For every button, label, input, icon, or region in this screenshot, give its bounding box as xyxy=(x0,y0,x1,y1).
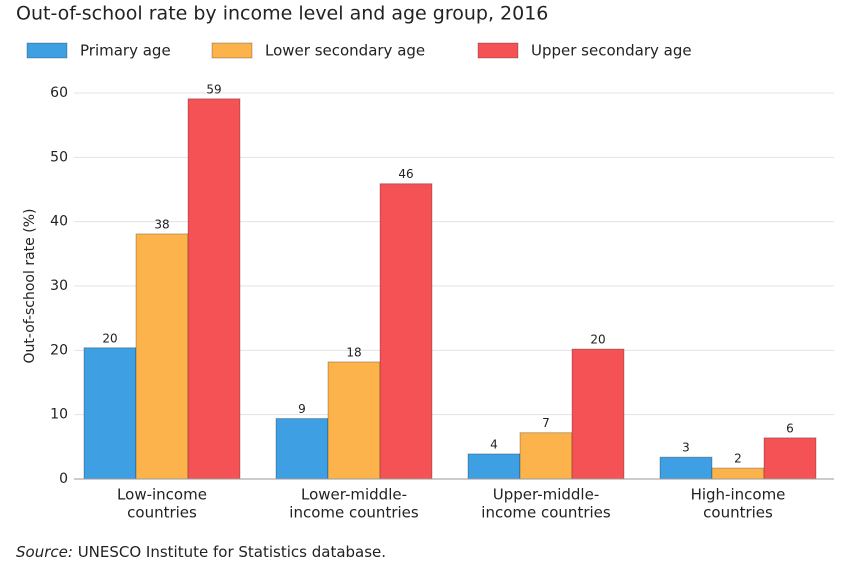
bar xyxy=(187,98,241,480)
bar xyxy=(135,233,189,480)
y-tick-label: 30 xyxy=(50,278,68,294)
legend-swatch xyxy=(26,42,68,59)
source: Source: UNESCO Institute for Statistics … xyxy=(16,543,386,561)
x-tick-label: countries xyxy=(127,504,197,522)
value-label: 9 xyxy=(298,402,306,416)
value-label: 4 xyxy=(490,437,498,451)
value-label: 6 xyxy=(786,421,794,435)
y-axis-title: Out-of-school rate (%) xyxy=(22,209,38,364)
legend-swatch xyxy=(477,42,519,59)
x-tick-label: Upper-middle- xyxy=(493,486,600,504)
bar xyxy=(711,467,765,480)
value-label: 7 xyxy=(542,416,550,430)
value-label: 18 xyxy=(346,345,361,359)
bar xyxy=(659,456,713,480)
value-label: 20 xyxy=(590,333,605,347)
bar xyxy=(519,432,573,480)
source-text: UNESCO Institute for Statistics database… xyxy=(78,543,386,561)
value-label: 46 xyxy=(398,167,413,181)
value-label: 3 xyxy=(682,441,690,455)
value-label: 38 xyxy=(154,217,169,231)
x-tick-label: income countries xyxy=(481,504,611,522)
bar xyxy=(83,347,137,480)
legend-swatch xyxy=(211,42,253,59)
value-label: 59 xyxy=(206,82,221,96)
bar xyxy=(763,437,817,480)
value-label: 20 xyxy=(102,331,117,345)
legend-label: Lower secondary age xyxy=(265,42,425,60)
x-tick-label: income countries xyxy=(289,504,419,522)
y-tick-label: 60 xyxy=(50,85,68,101)
y-tick-label: 20 xyxy=(50,342,68,358)
bar xyxy=(275,418,329,480)
chart-title: Out-of-school rate by income level and a… xyxy=(16,3,548,25)
bar xyxy=(379,183,433,480)
value-label: 2 xyxy=(734,452,742,466)
y-tick-label: 0 xyxy=(59,471,68,487)
source-label: Source: xyxy=(16,543,73,561)
x-tick-label: countries xyxy=(703,504,773,522)
y-tick-label: 40 xyxy=(50,214,68,230)
y-tick-label: 10 xyxy=(50,407,68,423)
bar xyxy=(327,361,381,480)
x-tick-label: High-income xyxy=(691,486,786,504)
x-tick-label: Low-income xyxy=(117,486,207,504)
x-tick-label: Lower-middle- xyxy=(301,486,407,504)
legend-label: Upper secondary age xyxy=(531,42,692,60)
bar xyxy=(571,348,625,480)
y-tick-label: 50 xyxy=(50,149,68,165)
legend-label: Primary age xyxy=(80,42,171,60)
bar xyxy=(467,453,521,480)
